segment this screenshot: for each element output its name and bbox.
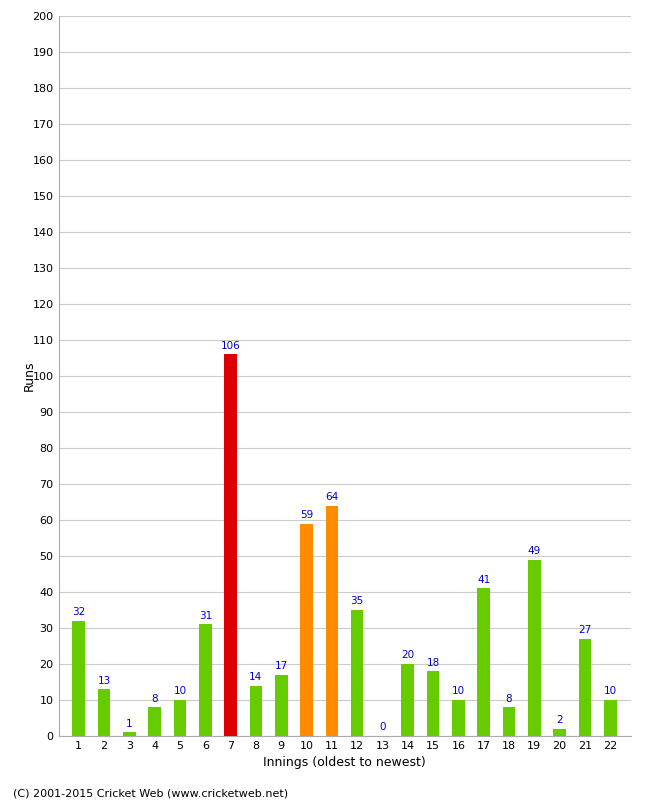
- Text: 0: 0: [379, 722, 385, 733]
- Bar: [98, 690, 111, 736]
- Bar: [123, 733, 136, 736]
- Bar: [604, 700, 617, 736]
- Text: 59: 59: [300, 510, 313, 520]
- Text: 2: 2: [556, 715, 563, 726]
- Text: 35: 35: [350, 597, 364, 606]
- Text: 106: 106: [221, 341, 240, 351]
- Y-axis label: Runs: Runs: [23, 361, 36, 391]
- Text: (C) 2001-2015 Cricket Web (www.cricketweb.net): (C) 2001-2015 Cricket Web (www.cricketwe…: [13, 788, 288, 798]
- Text: 49: 49: [528, 546, 541, 556]
- X-axis label: Innings (oldest to newest): Innings (oldest to newest): [263, 757, 426, 770]
- Text: 18: 18: [426, 658, 439, 667]
- Text: 10: 10: [604, 686, 617, 696]
- Bar: [502, 707, 515, 736]
- Bar: [224, 354, 237, 736]
- Text: 10: 10: [452, 686, 465, 696]
- Text: 17: 17: [274, 661, 288, 671]
- Bar: [72, 621, 85, 736]
- Bar: [477, 589, 490, 736]
- Text: 41: 41: [477, 574, 490, 585]
- Bar: [427, 671, 439, 736]
- Text: 64: 64: [325, 492, 339, 502]
- Bar: [199, 624, 212, 736]
- Bar: [148, 707, 161, 736]
- Bar: [174, 700, 187, 736]
- Text: 8: 8: [506, 694, 512, 704]
- Bar: [452, 700, 465, 736]
- Bar: [250, 686, 262, 736]
- Text: 27: 27: [578, 626, 592, 635]
- Bar: [275, 675, 287, 736]
- Text: 14: 14: [250, 672, 263, 682]
- Text: 10: 10: [174, 686, 187, 696]
- Text: 13: 13: [98, 675, 111, 686]
- Bar: [402, 664, 414, 736]
- Bar: [351, 610, 363, 736]
- Text: 20: 20: [401, 650, 414, 661]
- Bar: [528, 560, 541, 736]
- Bar: [553, 729, 566, 736]
- Bar: [578, 638, 592, 736]
- Bar: [326, 506, 338, 736]
- Text: 1: 1: [126, 719, 133, 729]
- Text: 8: 8: [151, 694, 158, 704]
- Text: 32: 32: [72, 607, 85, 618]
- Text: 31: 31: [199, 611, 212, 621]
- Bar: [300, 524, 313, 736]
